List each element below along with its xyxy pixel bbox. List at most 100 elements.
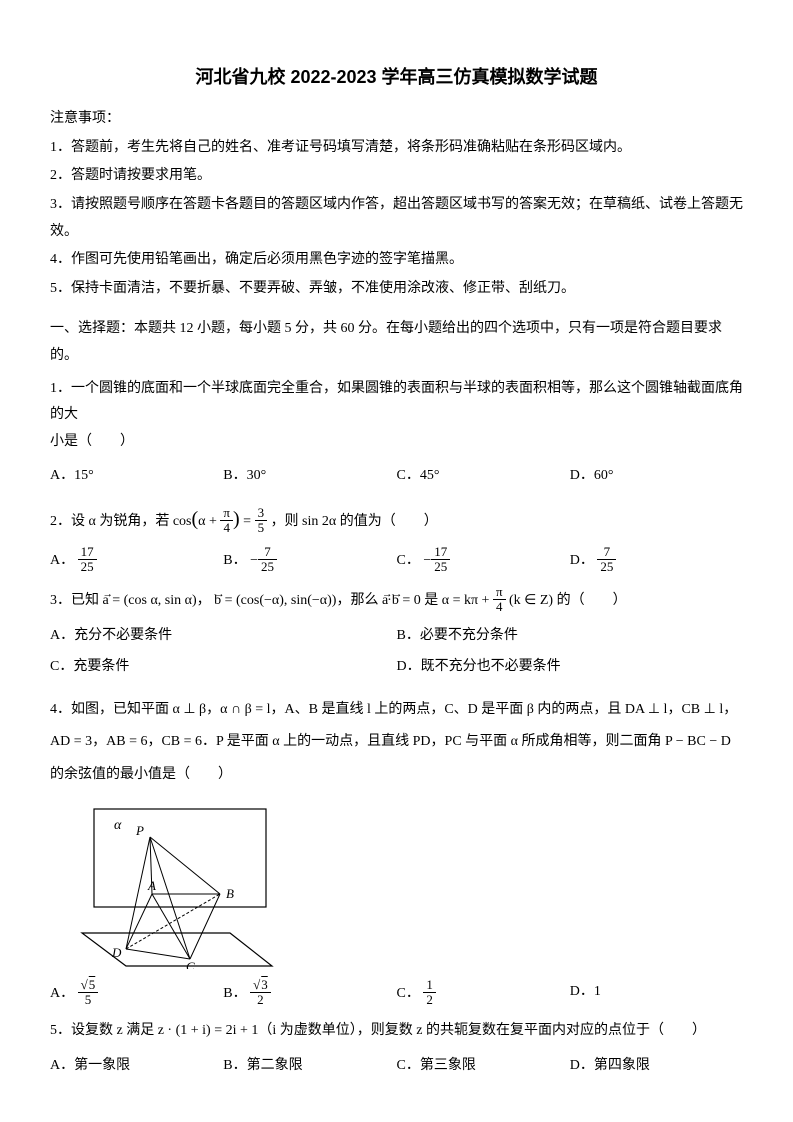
q5-opt-d: D．第四象限	[570, 1053, 743, 1080]
opt-label: D．	[570, 468, 594, 483]
q3-opt-c: C．充要条件	[50, 654, 397, 681]
q3-text-b: = (cos α, sin α)，	[112, 593, 210, 608]
q1-opt-d: D．60°	[570, 463, 743, 490]
instructions-block: 注意事项： 1．答题前，考生先将自己的姓名、准考证号码填写清楚，将条形码准确粘贴…	[50, 106, 743, 302]
vec-a: a	[103, 593, 109, 608]
geometry-diagram: αP A B D C	[80, 799, 280, 969]
svg-text:C: C	[186, 959, 195, 969]
instruction-item: 3．请按照题号顺序在答题卡各题目的答题区域内作答，超出答题区域书写的答案无效；在…	[50, 192, 743, 245]
frac-num: √3	[250, 978, 271, 993]
svg-text:D: D	[111, 945, 122, 960]
q5-opt-b: B．第二象限	[223, 1053, 396, 1080]
q1-opt-a: A．15°	[50, 463, 223, 490]
paren-close-icon: )	[233, 508, 240, 530]
opt-value: 1	[594, 984, 601, 999]
frac-den: 25	[78, 560, 97, 574]
q4-stem-line1: 4．如图，已知平面 α ⊥ β，α ∩ β = l，A、B 是直线 l 上的两点…	[50, 702, 737, 717]
sqrt-val: 3	[260, 977, 268, 992]
q3-opt-d: D．既不充分也不必要条件	[397, 654, 744, 681]
exam-title: 河北省九校 2022-2023 学年高三仿真模拟数学试题	[50, 60, 743, 94]
q4-options: A． √55 B． √32 C． 12 D．1	[50, 979, 743, 1009]
opt-frac: 12	[423, 978, 436, 1008]
svg-text:A: A	[147, 878, 156, 893]
opt-label: A．	[50, 553, 74, 568]
q3-text-d: = 0 是 α = kπ +	[402, 593, 493, 608]
q5-opt-a: A．第一象限	[50, 1053, 223, 1080]
opt-label: A．	[50, 468, 74, 483]
frac-num: 1	[423, 978, 436, 993]
opt-value: 60°	[594, 468, 614, 483]
instruction-item: 5．保持卡面清洁，不要折暴、不要弄破、弄皱，不准使用涂改液、修正带、刮纸刀。	[50, 276, 743, 303]
opt-label: B．	[223, 468, 246, 483]
vec-b2: b	[392, 593, 399, 608]
frac-35: 35	[255, 506, 268, 536]
q4-stem: 4．如图，已知平面 α ⊥ β，α ∩ β = l，A、B 是直线 l 上的两点…	[50, 694, 743, 791]
q2-text-a: 2．设 α 为锐角，若 cos	[50, 514, 192, 529]
q3-opt-a: A．充分不必要条件	[50, 623, 397, 650]
svg-text:B: B	[226, 886, 234, 901]
opt-label: A．	[50, 986, 74, 1001]
vec-b: b	[214, 593, 221, 608]
q2-opt-b: B． −725	[223, 546, 396, 576]
frac-den: 5	[255, 521, 268, 535]
q2-opt-a: A． 1725	[50, 546, 223, 576]
q2-opt-c: C． −1725	[397, 546, 570, 576]
q5-stem: 5．设复数 z 满足 z · (1 + i) = 2i + 1（i 为虚数单位）…	[50, 1018, 743, 1045]
question-4: 4．如图，已知平面 α ⊥ β，α ∩ β = l，A、B 是直线 l 上的两点…	[50, 694, 743, 1008]
q4-stem-line3: 的余弦值的最小值是（ ）	[50, 767, 232, 782]
opt-label: D．	[570, 553, 594, 568]
frac-den: 2	[423, 993, 436, 1007]
frac-num: π	[220, 506, 233, 521]
opt-value: 15°	[74, 468, 94, 483]
question-3: 3．已知 a = (cos α, sin α)， b = (cos(−α), s…	[50, 586, 743, 685]
q3-opt-b: B．必要不充分条件	[397, 623, 744, 650]
q4-opt-d: D．1	[570, 979, 743, 1009]
frac-den: 4	[220, 521, 233, 535]
q1-stem-line2: 小是（ ）	[50, 434, 134, 449]
question-5: 5．设复数 z 满足 z · (1 + i) = 2i + 1（i 为虚数单位）…	[50, 1018, 743, 1079]
q1-options: A．15° B．30° C．45° D．60°	[50, 463, 743, 490]
vec-a-dot-b: a	[382, 593, 387, 608]
sqrt-val: 5	[88, 977, 96, 992]
instruction-item: 4．作图可先使用铅笔画出，确定后必须用黑色字迹的签字笔描黑。	[50, 247, 743, 274]
instruction-item: 2．答题时请按要求用笔。	[50, 163, 743, 190]
neg-sign: −	[423, 553, 431, 568]
opt-label: B．	[223, 553, 246, 568]
opt-frac: √55	[78, 978, 99, 1008]
question-1: 1．一个圆锥的底面和一个半球底面完全重合，如果圆锥的表面积与半球的表面积相等，那…	[50, 376, 743, 490]
section-1-title: 一、选择题：本题共 12 小题，每小题 5 分，共 60 分。在每小题给出的四个…	[50, 316, 743, 369]
frac-den: 2	[250, 993, 271, 1007]
frac-den: 25	[258, 560, 277, 574]
frac-pi4: π4	[220, 506, 233, 536]
instruction-item: 1．答题前，考生先将自己的姓名、准考证号码填写清楚，将条形码准确粘贴在条形码区域…	[50, 135, 743, 162]
opt-label: C．	[397, 986, 420, 1001]
frac-num: 17	[78, 545, 97, 560]
q3-options: A．充分不必要条件 B．必要不充分条件 C．充要条件 D．既不充分也不必要条件	[50, 623, 743, 684]
svg-text:P: P	[135, 823, 144, 838]
q1-opt-b: B．30°	[223, 463, 396, 490]
opt-frac: 1725	[431, 545, 450, 575]
q5-opt-c: C．第三象限	[397, 1053, 570, 1080]
frac-num: 17	[431, 545, 450, 560]
frac-num: 7	[597, 545, 616, 560]
opt-label: B．	[223, 986, 246, 1001]
q4-opt-a: A． √55	[50, 979, 223, 1009]
q5-options: A．第一象限 B．第二象限 C．第三象限 D．第四象限	[50, 1053, 743, 1080]
q2-text-c: ，则 sin 2α 的值为（ ）	[271, 514, 438, 529]
frac-den: 25	[431, 560, 450, 574]
q1-opt-c: C．45°	[397, 463, 570, 490]
q2-stem: 2．设 α 为锐角，若 cos(α + π4) = 35 ，则 sin 2α 的…	[50, 500, 743, 538]
svg-text:α: α	[114, 818, 122, 833]
opt-value: 30°	[247, 468, 267, 483]
q3-text-c: = (cos(−α), sin(−α))，那么	[225, 593, 382, 608]
neg-sign: −	[250, 553, 258, 568]
opt-frac: √32	[250, 978, 271, 1008]
question-2: 2．设 α 为锐角，若 cos(α + π4) = 35 ，则 sin 2α 的…	[50, 500, 743, 576]
q1-stem: 1．一个圆锥的底面和一个半球底面完全重合，如果圆锥的表面积与半球的表面积相等，那…	[50, 376, 743, 456]
q4-stem-line2: AD = 3，AB = 6，CB = 6．P 是平面 α 上的一动点，且直线 P…	[50, 734, 731, 749]
q1-stem-line1: 1．一个圆锥的底面和一个半球底面完全重合，如果圆锥的表面积与半球的表面积相等，那…	[50, 381, 743, 423]
opt-frac: 725	[597, 545, 616, 575]
q3-text-a: 3．已知	[50, 593, 99, 608]
frac-pi4: π4	[493, 585, 506, 615]
q2-text-b: α +	[198, 514, 217, 529]
